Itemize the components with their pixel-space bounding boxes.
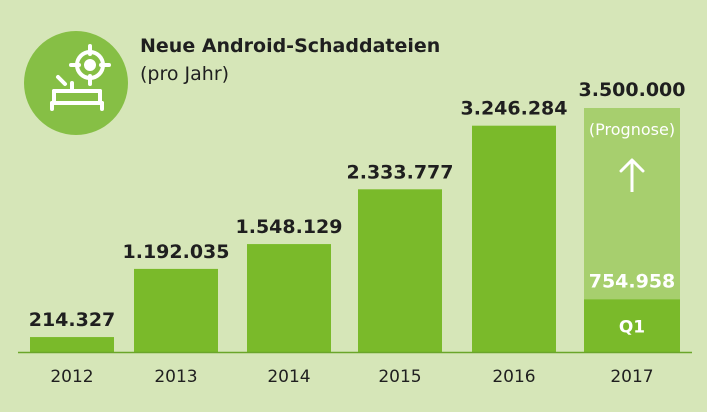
x-tick-2013: 2013 bbox=[154, 367, 197, 387]
arrow-up-head bbox=[619, 158, 645, 173]
value-label-2014: 1.548.129 bbox=[236, 216, 343, 238]
x-tick-2017: 2017 bbox=[610, 367, 653, 387]
value-label-2016: 3.246.284 bbox=[461, 98, 568, 120]
forecast-note: (Prognose) bbox=[589, 120, 675, 139]
value-label-2015: 2.333.777 bbox=[347, 161, 454, 183]
forecast-value-label: 3.500.000 bbox=[579, 79, 686, 101]
bar-2014 bbox=[247, 244, 331, 352]
chart-title: Neue Android-Schaddateien bbox=[140, 35, 441, 57]
logo-circle bbox=[24, 31, 128, 135]
bar-2012 bbox=[30, 337, 114, 352]
value-label-2013: 1.192.035 bbox=[123, 241, 230, 263]
bar-2016 bbox=[472, 125, 556, 353]
x-tick-2014: 2014 bbox=[267, 367, 310, 387]
bar-2013 bbox=[134, 268, 218, 352]
x-tick-2016: 2016 bbox=[492, 367, 535, 387]
q1-label: Q1 bbox=[619, 318, 645, 338]
chart-subtitle: (pro Jahr) bbox=[140, 63, 230, 85]
android-target-icon bbox=[50, 44, 111, 111]
value-label-2017: 754.958 bbox=[589, 270, 676, 292]
x-tick-2015: 2015 bbox=[378, 367, 421, 387]
x-tick-2012: 2012 bbox=[50, 367, 93, 387]
bar-2017 bbox=[584, 299, 680, 352]
bar-2015 bbox=[358, 189, 442, 352]
value-label-2012: 214.327 bbox=[29, 309, 116, 331]
